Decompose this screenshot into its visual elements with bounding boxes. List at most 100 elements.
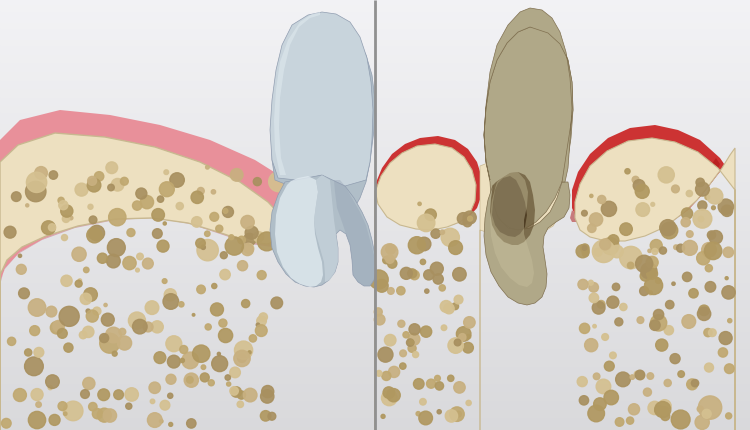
Circle shape: [382, 257, 390, 264]
Bar: [0, 44, 750, 47]
Bar: [0, 25, 750, 28]
Bar: [0, 302, 750, 305]
Bar: [0, 423, 750, 426]
Bar: [0, 6, 750, 9]
Circle shape: [602, 334, 608, 341]
Polygon shape: [314, 175, 338, 282]
Circle shape: [61, 205, 73, 217]
Circle shape: [578, 377, 587, 387]
Circle shape: [640, 286, 649, 295]
Bar: [0, 352, 750, 355]
Bar: [0, 34, 750, 37]
Bar: [0, 332, 750, 335]
Circle shape: [382, 390, 397, 406]
Circle shape: [58, 201, 68, 210]
Circle shape: [163, 294, 178, 309]
Bar: [0, 117, 750, 120]
Bar: [0, 339, 750, 342]
Circle shape: [100, 334, 109, 343]
Circle shape: [417, 237, 431, 251]
Bar: [0, 55, 750, 58]
Circle shape: [260, 390, 274, 403]
Circle shape: [244, 233, 256, 246]
Circle shape: [205, 324, 212, 330]
Circle shape: [180, 358, 184, 362]
Bar: [0, 337, 750, 340]
Circle shape: [592, 325, 596, 328]
Polygon shape: [492, 176, 527, 237]
Circle shape: [386, 255, 394, 263]
Bar: [0, 124, 750, 127]
Circle shape: [699, 305, 709, 316]
Circle shape: [431, 229, 440, 238]
Circle shape: [196, 239, 206, 248]
Circle shape: [376, 280, 388, 292]
Circle shape: [594, 248, 602, 256]
Bar: [0, 279, 750, 282]
Circle shape: [659, 247, 667, 254]
Bar: [0, 173, 750, 176]
Circle shape: [192, 313, 195, 316]
Bar: [0, 309, 750, 312]
Circle shape: [576, 245, 590, 258]
Bar: [0, 412, 750, 415]
Circle shape: [149, 382, 160, 393]
Bar: [0, 251, 750, 254]
Circle shape: [656, 278, 661, 283]
Bar: [0, 89, 750, 92]
Circle shape: [231, 387, 242, 397]
Circle shape: [93, 307, 101, 315]
Circle shape: [588, 405, 604, 422]
Circle shape: [34, 166, 47, 179]
Circle shape: [59, 306, 80, 326]
Bar: [0, 294, 750, 297]
Bar: [0, 208, 750, 211]
Bar: [0, 57, 750, 60]
Bar: [0, 427, 750, 430]
Circle shape: [381, 244, 398, 260]
Bar: [0, 317, 750, 320]
Bar: [0, 304, 750, 307]
Circle shape: [48, 386, 52, 390]
Circle shape: [635, 184, 650, 198]
Circle shape: [712, 206, 716, 210]
Circle shape: [83, 267, 89, 273]
Bar: [0, 324, 750, 327]
Circle shape: [136, 188, 147, 199]
Circle shape: [230, 367, 240, 378]
Circle shape: [435, 382, 443, 390]
Bar: [0, 210, 750, 213]
Circle shape: [652, 249, 658, 255]
Bar: [0, 14, 750, 17]
Circle shape: [596, 379, 610, 394]
Circle shape: [660, 407, 669, 416]
Circle shape: [434, 375, 440, 381]
Polygon shape: [572, 125, 735, 430]
Circle shape: [62, 234, 68, 241]
Circle shape: [437, 410, 441, 414]
Circle shape: [237, 391, 245, 399]
Circle shape: [584, 338, 598, 352]
Circle shape: [88, 204, 93, 209]
Circle shape: [413, 378, 424, 389]
Circle shape: [658, 167, 674, 183]
Bar: [0, 395, 750, 398]
Circle shape: [417, 214, 435, 232]
Circle shape: [615, 318, 622, 326]
Polygon shape: [334, 180, 375, 286]
Circle shape: [454, 295, 463, 304]
Bar: [0, 160, 750, 163]
Polygon shape: [375, 144, 476, 430]
Circle shape: [107, 239, 125, 257]
Circle shape: [50, 321, 63, 334]
Circle shape: [88, 402, 97, 411]
Polygon shape: [375, 136, 482, 430]
Circle shape: [382, 372, 391, 381]
Circle shape: [26, 181, 46, 202]
Bar: [0, 322, 750, 325]
Circle shape: [420, 399, 426, 405]
Circle shape: [704, 363, 713, 372]
Circle shape: [634, 371, 640, 377]
Bar: [0, 156, 750, 159]
Circle shape: [248, 351, 251, 354]
